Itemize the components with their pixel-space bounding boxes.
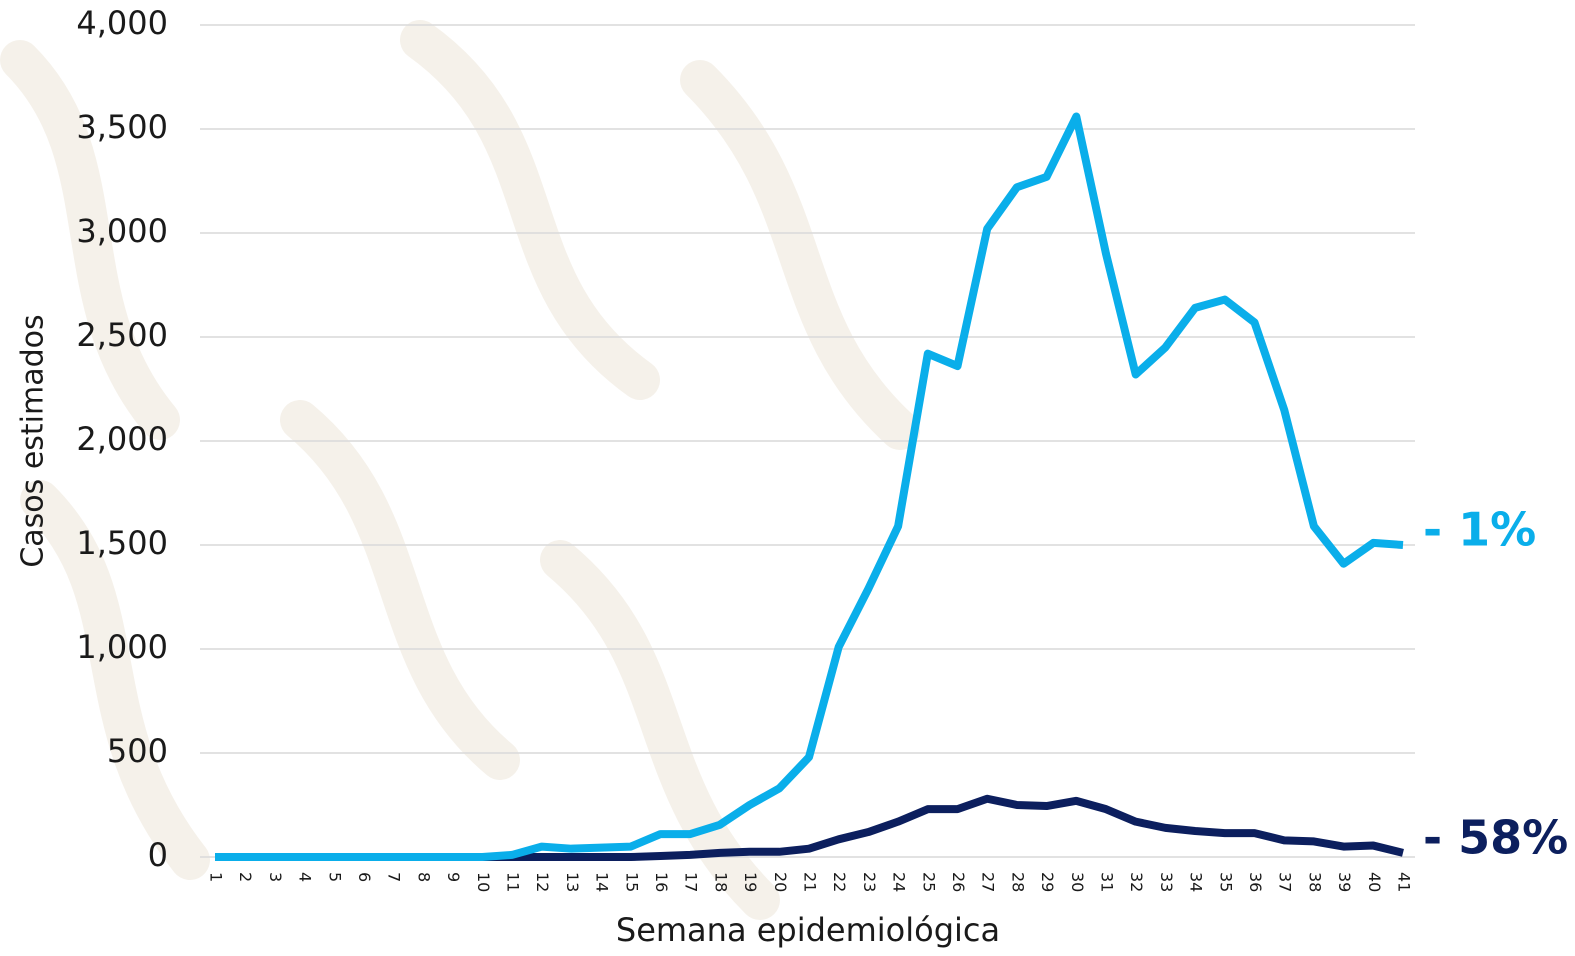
x-tick-label: 10 bbox=[474, 872, 493, 892]
x-tick-label: 33 bbox=[1157, 872, 1176, 892]
y-tick-label: 2,000 bbox=[76, 420, 168, 458]
x-tick-label: 30 bbox=[1068, 872, 1087, 892]
x-tick-label: 23 bbox=[860, 872, 879, 892]
x-tick-label: 31 bbox=[1098, 872, 1117, 892]
x-tick-label: 1 bbox=[207, 872, 226, 882]
x-tick-label: 12 bbox=[533, 872, 552, 892]
x-tick-label: 24 bbox=[890, 872, 909, 892]
y-tick-label: 1,500 bbox=[76, 524, 168, 562]
x-tick-label: 19 bbox=[741, 872, 760, 892]
x-tick-label: 36 bbox=[1246, 872, 1265, 892]
x-tick-label: 13 bbox=[563, 872, 582, 892]
x-tick-label: 32 bbox=[1127, 872, 1146, 892]
x-tick-label: 20 bbox=[771, 872, 790, 892]
end-label: - 1% bbox=[1423, 503, 1536, 557]
x-tick-label: 5 bbox=[325, 872, 344, 882]
end-label: - 58% bbox=[1423, 810, 1568, 864]
x-tick-label: 11 bbox=[504, 872, 523, 892]
y-tick-label: 1,000 bbox=[76, 628, 168, 666]
x-tick-label: 18 bbox=[711, 872, 730, 892]
x-tick-label: 26 bbox=[949, 872, 968, 892]
y-tick-label: 3,500 bbox=[76, 108, 168, 146]
y-tick-label: 4,000 bbox=[76, 4, 168, 42]
x-tick-label: 37 bbox=[1276, 872, 1295, 892]
x-tick-label: 15 bbox=[622, 872, 641, 892]
series-line bbox=[215, 112, 1404, 861]
y-tick-label: 500 bbox=[107, 732, 168, 770]
x-tick-label: 35 bbox=[1216, 872, 1235, 892]
y-axis-label: Casos estimados bbox=[16, 314, 51, 567]
x-tick-label: 17 bbox=[682, 872, 701, 892]
x-tick-label: 27 bbox=[979, 872, 998, 892]
x-tick-label: 40 bbox=[1365, 872, 1384, 892]
background-pattern bbox=[0, 20, 920, 920]
x-tick-label: 22 bbox=[830, 872, 849, 892]
series-line bbox=[215, 794, 1404, 861]
x-tick-label: 41 bbox=[1395, 872, 1414, 892]
x-tick-label: 7 bbox=[385, 872, 404, 882]
x-tick-label: 2 bbox=[236, 872, 255, 882]
x-tick-label: 8 bbox=[414, 872, 433, 882]
x-tick-label: 25 bbox=[919, 872, 938, 892]
x-tick-label: 16 bbox=[652, 872, 671, 892]
x-tick-label: 9 bbox=[444, 872, 463, 882]
x-tick-label: 34 bbox=[1187, 872, 1206, 892]
x-tick-label: 4 bbox=[296, 872, 315, 882]
x-axis-label: Semana epidemiológica bbox=[616, 911, 1000, 949]
y-tick-label: 0 bbox=[148, 836, 168, 874]
x-tick-label: 28 bbox=[1008, 872, 1027, 892]
y-tick-label: 2,500 bbox=[76, 316, 168, 354]
x-tick-label: 38 bbox=[1305, 872, 1324, 892]
x-tick-label: 39 bbox=[1335, 872, 1354, 892]
x-tick-label: 21 bbox=[801, 872, 820, 892]
x-tick-label: 6 bbox=[355, 872, 374, 882]
x-tick-label: 14 bbox=[593, 872, 612, 892]
x-tick-label: 29 bbox=[1038, 872, 1057, 892]
y-tick-label: 3,000 bbox=[76, 212, 168, 250]
x-tick-label: 3 bbox=[266, 872, 285, 882]
